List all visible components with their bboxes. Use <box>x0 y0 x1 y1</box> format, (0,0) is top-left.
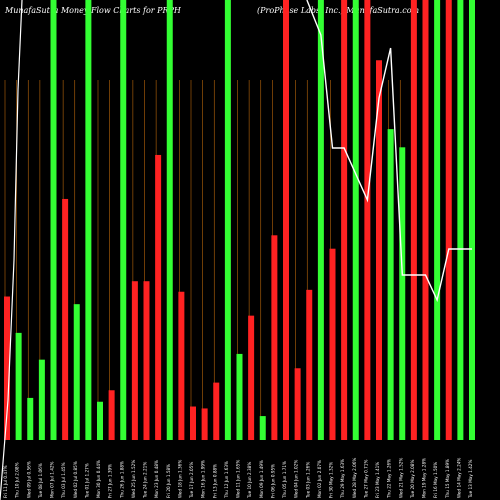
bar <box>155 154 162 440</box>
bar <box>317 0 324 440</box>
x-tick-label: Wed 09 Jul 0.56% <box>26 461 31 498</box>
bar <box>469 0 475 440</box>
x-tick-label: Wed 18 Jun 1.36% <box>177 460 182 498</box>
x-axis-labels: Fri 11 Jul 0.47% Thu 10 Jul 2.08% Wed 09 J… <box>3 458 473 499</box>
bar <box>15 332 22 440</box>
x-tick-label: Thu 03 Jul 1.45% <box>61 462 66 499</box>
bar <box>190 406 196 440</box>
bar <box>283 0 289 440</box>
chart-title-right: (ProPhase Labs, Inc.) MunafaSutra.com <box>257 6 420 15</box>
x-tick-label: Wed 14 May 2.24% <box>456 458 461 498</box>
price-line-group <box>0 0 472 500</box>
bar <box>248 315 255 440</box>
x-tick-label: Thu 10 Jul 2.08% <box>15 462 20 499</box>
bar <box>201 408 208 440</box>
x-tick-label: Tue 27 May 0.71% <box>363 460 368 499</box>
bar <box>4 296 10 440</box>
bar <box>294 368 301 440</box>
bar <box>143 281 150 440</box>
bar <box>213 382 220 440</box>
price-line-left <box>0 0 23 500</box>
bar <box>457 0 464 440</box>
x-tick-label: Fri 30 May 1.32% <box>329 462 334 498</box>
x-tick-label: Fri 20 Jun 1.58% <box>166 464 171 498</box>
x-tick-label: Mon 30 Jun 0.44% <box>96 460 101 498</box>
bar <box>224 0 231 440</box>
x-tick-label: Mon 09 Jun 1.49% <box>259 460 264 498</box>
x-tick-label: Fri 27 Jun 1.39% <box>108 464 113 498</box>
x-tick-label: Fri 13 Jun 0.88% <box>212 464 217 498</box>
x-tick-label: Thu 05 Jun 1.71% <box>282 461 287 499</box>
price-line <box>306 0 472 303</box>
bar <box>178 291 185 440</box>
bar <box>376 60 382 441</box>
x-tick-label: Thu 12 Jun 1.63% <box>224 461 229 499</box>
x-tick-label: Wed 28 May 2.06% <box>352 458 357 498</box>
x-tick-label: Wed 25 Jun 1.52% <box>131 460 136 498</box>
bar <box>85 0 92 440</box>
x-tick-label: Wed 21 May 1.52% <box>398 458 403 498</box>
x-tick-label: Fri 23 May 1.41% <box>375 462 380 498</box>
bar <box>306 289 313 440</box>
x-tick-label: Mon 19 May 1.28% <box>422 458 427 498</box>
bar <box>73 304 80 440</box>
x-tick-label: Fri 06 Jun 0.95% <box>270 464 275 498</box>
bar <box>341 0 348 440</box>
bar <box>410 0 417 440</box>
x-tick-label: Wed 04 Jun 1.02% <box>294 460 299 498</box>
x-tick-label: Tue 17 Jun 2.05% <box>189 462 194 499</box>
bar <box>50 0 57 440</box>
x-tick-label: Thu 15 May 1.89% <box>445 459 450 499</box>
x-tick-label: Tue 13 May 1.42% <box>468 460 473 499</box>
x-tick-label: Tue 01 Jul 1.27% <box>84 463 89 499</box>
bar <box>399 147 406 440</box>
x-tick-label: Fri 11 Jul 0.47% <box>3 465 8 498</box>
x-tick-label: Tue 10 Jun 2.38% <box>247 462 252 499</box>
chart-title-left: MunafaSutra Money Flow Charts for PRPH <box>4 6 182 15</box>
bar <box>271 235 278 440</box>
bar <box>422 0 429 440</box>
bar <box>131 281 138 440</box>
bar <box>27 397 34 440</box>
bar <box>329 248 336 440</box>
x-tick-label: Thu 29 May 1.63% <box>340 459 345 499</box>
x-tick-label: Fri 16 May 1.50% <box>433 462 438 498</box>
x-tick-label: Mon 02 Jun 2.07% <box>317 460 322 498</box>
bar <box>259 416 266 440</box>
x-tick-label: Mon 23 Jun 0.48% <box>154 460 159 498</box>
bar <box>38 359 45 440</box>
bar-series <box>4 0 475 441</box>
bar <box>97 401 103 440</box>
x-tick-label: Tue 03 Jun 1.26% <box>305 462 310 499</box>
bar <box>108 390 115 440</box>
x-tick-label: Mon 07 Jul 1.42% <box>50 461 55 498</box>
x-tick-label: Mon 16 Jun 1.99% <box>201 460 206 498</box>
bar <box>387 129 394 440</box>
x-tick-label: Wed 02 Jul 0.85% <box>73 461 78 498</box>
x-tick-label: Tue 24 Jun 2.21% <box>143 462 148 499</box>
bar <box>62 198 69 440</box>
bar <box>236 353 243 440</box>
bar <box>364 0 371 440</box>
bar <box>120 0 127 440</box>
x-tick-label: Wed 11 Jun 1.65% <box>236 460 241 498</box>
x-tick-label: Thu 26 Jun 1.88% <box>119 461 124 499</box>
x-tick-label: Thu 22 May 1.26% <box>387 459 392 499</box>
bar <box>434 0 441 440</box>
bar <box>166 0 173 440</box>
x-tick-label: Tue 20 May 2.08% <box>410 460 415 499</box>
bar <box>352 0 359 440</box>
x-tick-label: Tue 08 Jul 1.06% <box>38 463 43 499</box>
bar <box>445 0 452 440</box>
